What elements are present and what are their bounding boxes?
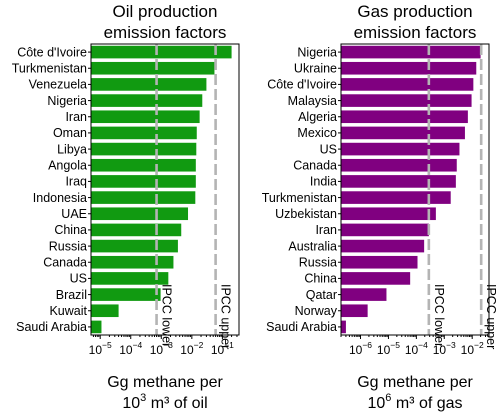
gas-chart-title-line-1: Gas production [357,2,472,21]
gas-bar-14 [341,272,411,285]
oil-category-label-10: UAE [61,207,87,221]
gas-category-label-0: Nigeria [297,45,337,59]
oil-bar-9 [91,191,196,204]
oil-category-label-13: Canada [43,256,87,270]
oil-category-label-0: Côte d'Ivoire [17,45,87,59]
oil-bar-11 [91,223,182,237]
gas-category-label-10: Uzbekistan [275,207,337,221]
oil-x-tick-label: 10−2 [180,340,203,357]
oil-category-label-8: Iraq [65,175,87,189]
oil-bar-13 [91,255,174,269]
oil-bar-2 [91,78,207,91]
oil-category-label-5: Oman [53,126,87,140]
oil-ref-label-0: IPCC lower [160,284,174,347]
gas-bar-10 [341,207,436,221]
oil-category-label-6: Libya [57,142,87,156]
oil-category-label-17: Saudi Arabia [16,320,87,334]
oil-x-tick-label: 10−1 [211,340,234,357]
gas-emission-factors-chart: Gas production emission factors Nigeria Ukr… [262,2,498,412]
gas-category-label-6: US [320,142,337,156]
oil-bar-15 [91,288,161,301]
oil-category-label-12: Russia [49,239,87,253]
oil-category-label-4: Iran [65,110,87,124]
oil-ref-label-1: IPCC upper [219,284,233,349]
gas-ref-label-1: IPCC upper [484,284,498,349]
oil-chart-title-line-2: emission factors [104,23,227,42]
gas-x-tick-label: 10−6 [349,340,372,357]
gas-category-label-16: Norway [295,304,338,318]
oil-category-label-1: Turkmenistan [12,62,87,76]
oil-bar-7 [91,158,196,172]
gas-category-label-4: Algeria [298,110,337,124]
gas-ref-label-0: IPCC lower [432,284,446,347]
gas-x-tick-label: 10−2 [461,340,484,357]
oil-bar-1 [91,61,215,75]
oil-category-label-7: Angola [48,159,87,173]
gas-category-label-14: China [304,272,337,286]
oil-category-label-16: Kuwait [49,304,87,318]
oil-category-label-14: US [70,272,87,286]
gas-bar-17 [341,320,346,334]
gas-x-tick-label: 10−3 [433,340,456,357]
gas-category-label-9: Turkmenistan [262,191,337,205]
gas-category-label-13: Russia [299,256,337,270]
gas-category-label-3: Malaysia [288,94,337,108]
oil-bar-14 [91,272,169,285]
gas-bar-4 [341,110,468,124]
gas-bar-5 [341,126,465,140]
gas-category-label-17: Saudi Arabia [266,320,337,334]
oil-x-tick-label: 10−3 [150,340,173,357]
gas-bar-13 [341,255,418,269]
gas-chart-title-line-2: emission factors [354,23,477,42]
oil-category-label-11: China [54,223,87,237]
gas-bar-9 [341,191,451,204]
gas-x-axis-label-line-2: 106 m³ of gas [367,392,462,412]
oil-bar-8 [91,175,196,188]
gas-bar-16 [341,304,368,318]
oil-plot-frame [90,43,240,336]
oil-bar-0 [91,45,232,59]
oil-bar-10 [91,207,189,221]
oil-chart-title-line-1: Oil production [113,2,218,21]
gas-bar-7 [341,158,457,172]
gas-category-label-11: Iran [315,223,337,237]
oil-bar-6 [91,142,197,156]
gas-bar-0 [341,45,481,59]
oil-x-axis-label-line-2: 103 m³ of oil [122,392,207,412]
oil-bar-3 [91,94,203,107]
gas-bar-1 [341,61,477,75]
gas-bar-8 [341,175,456,188]
gas-x-axis-label-line-1: Gg methane per [357,374,473,391]
gas-bar-12 [341,239,425,253]
gas-bar-2 [341,78,474,91]
gas-category-label-12: Australia [288,239,337,253]
oil-bar-17 [91,320,102,334]
gas-bar-15 [341,288,387,301]
gas-x-tick-label: 10−5 [377,340,400,357]
gas-category-label-2: Côte d'Ivoire [267,78,337,92]
oil-x-tick-label: 10−4 [119,340,142,357]
gas-category-label-1: Ukraine [294,62,337,76]
gas-x-tick-label: 10−4 [405,340,428,357]
oil-bar-12 [91,239,178,253]
gas-category-label-5: Mexico [297,126,337,140]
oil-category-label-3: Nigeria [47,94,87,108]
oil-bar-4 [91,110,200,124]
gas-category-label-8: India [310,175,337,189]
gas-category-label-7: Canada [293,159,337,173]
oil-emission-factors-chart: Oil production emission factors Côte d'Ivo… [12,2,240,412]
oil-x-axis-label-line-1: Gg methane per [107,374,223,391]
gas-bar-3 [341,94,472,107]
gas-bar-11 [341,223,429,237]
oil-category-label-2: Venezuela [29,78,87,92]
oil-bar-16 [91,304,119,318]
gas-category-label-15: Qatar [306,288,337,302]
oil-bar-5 [91,126,197,140]
oil-category-label-9: Indonesia [33,191,87,205]
gas-bar-6 [341,142,460,156]
oil-category-label-15: Brazil [56,288,87,302]
oil-x-tick-label: 10−5 [89,340,112,357]
